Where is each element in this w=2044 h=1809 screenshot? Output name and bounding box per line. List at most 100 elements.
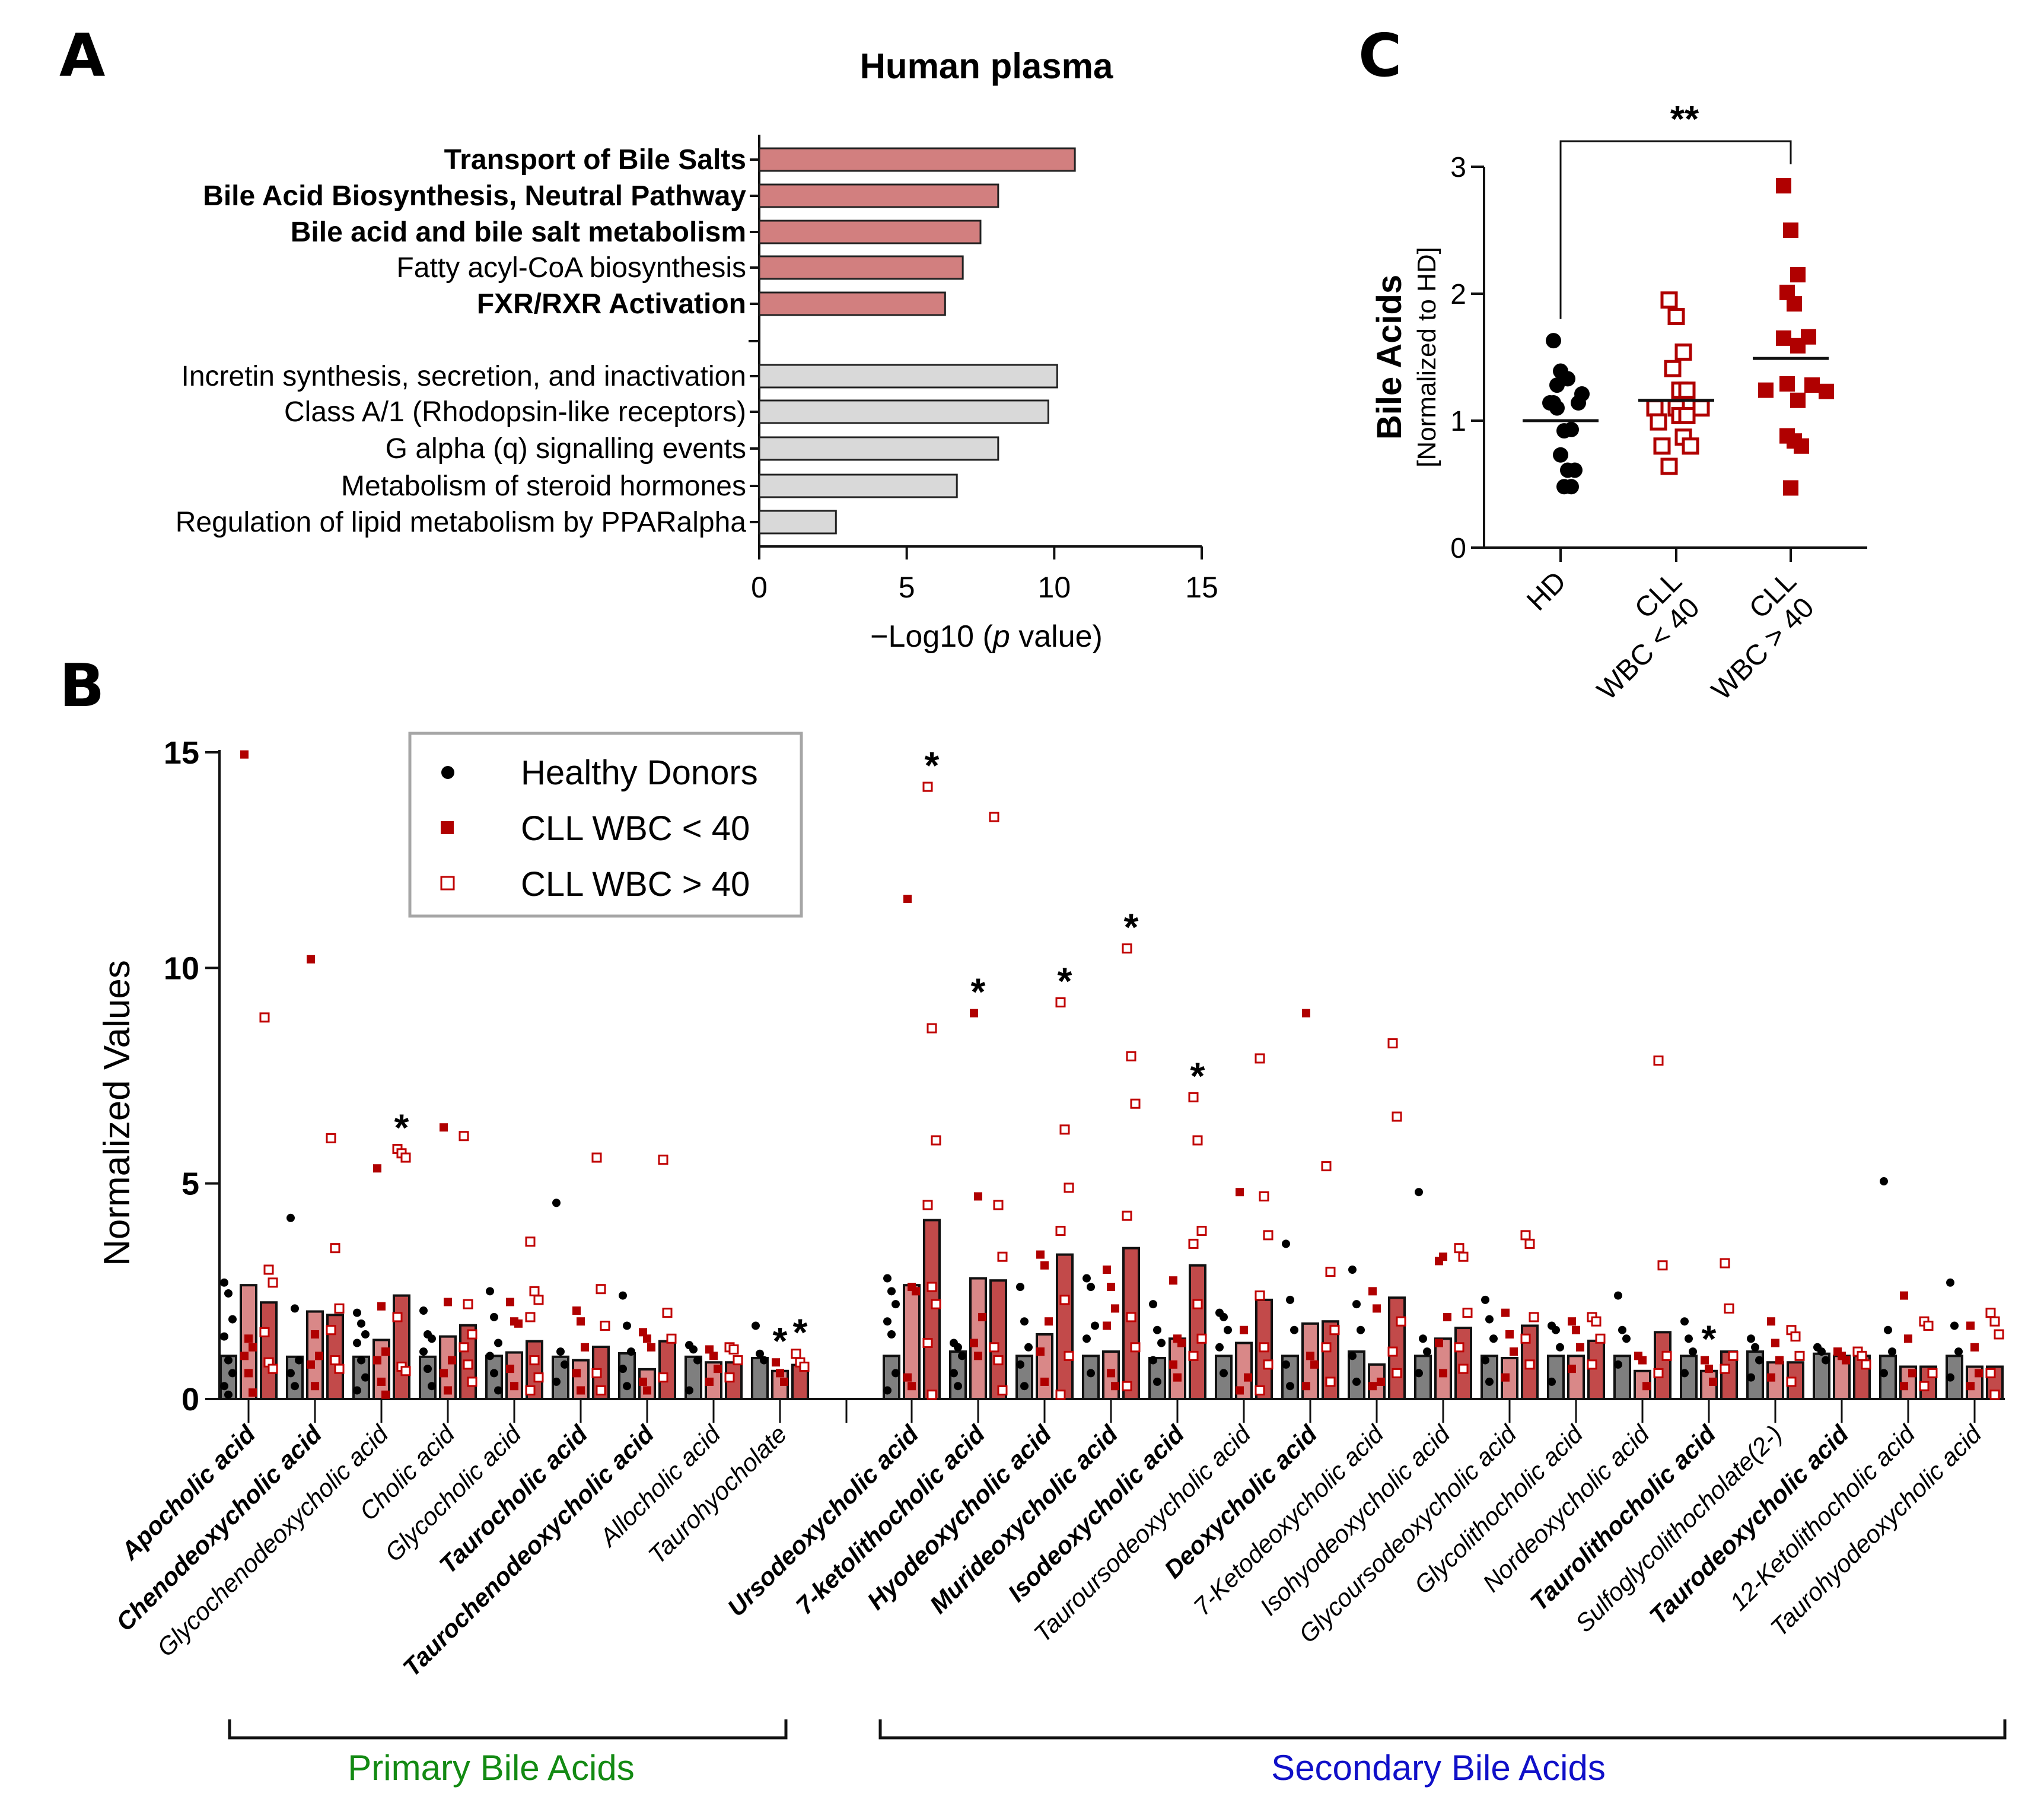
category-cholic-acid: Cholic acid [354,1123,477,1526]
point-lt40 [577,1386,585,1395]
point-gt40 [1919,1381,1930,1391]
point-hd [1091,1321,1099,1330]
point-gt40 [728,1344,739,1355]
point-gt40 [268,1363,278,1374]
bar-lt40 [1567,1355,1585,1400]
category-label: Bile acid and bile salt metabolism [291,217,746,248]
point-gt40 [1122,1210,1132,1221]
point-gt40 [334,1303,345,1314]
point-hd [220,1332,228,1341]
point-cll-gt40 [1758,382,1774,398]
point-hd [1489,1334,1498,1343]
category-label: Bile Acid Biosynthesis, Neutral Pathway [203,180,746,212]
point-lt40 [1638,1356,1647,1365]
point-hd [1751,1343,1759,1352]
point-lt40 [377,1377,386,1386]
point-gt40 [1653,1055,1664,1066]
point-gt40 [1720,1258,1730,1268]
bar-hd [751,1356,769,1400]
point-lt40 [1107,1369,1115,1378]
point-lt40 [772,1358,780,1367]
point-gt40 [533,1372,544,1383]
point-hd [419,1306,428,1315]
point-gt40 [1458,1251,1469,1262]
point-lt40 [1036,1250,1045,1259]
point-lt40 [1377,1377,1385,1386]
point-hd [1149,1356,1157,1365]
point-gt40 [1591,1316,1602,1327]
point-lt40 [1103,1266,1111,1274]
point-hd [1950,1321,1959,1330]
point-gt40 [459,1342,469,1353]
point-hd [1946,1373,1954,1382]
x-category-label: HD [1521,565,1572,616]
point-hd [1747,1373,1755,1382]
point-gt40 [591,1368,602,1378]
y-tick-label: 5 [182,1166,199,1202]
bar-gt40 [260,1301,278,1400]
bar-lt40 [1434,1337,1452,1400]
point-hd [1215,1343,1224,1352]
bar-hd [618,1352,636,1401]
point-hd [1087,1369,1095,1378]
bar-g-alpha-q-signalling-events [758,436,999,461]
significance-star: * [925,744,940,787]
point-gt40 [922,1338,933,1349]
panel-a-x-axis-label: −Log10 (p value) [870,619,1103,654]
point-lt40 [1302,1382,1310,1391]
point-gt40 [591,1152,602,1163]
panel-c-scatter-chart: Bile Acids [Normalized to HD] ** 0 1 2 3 HD C… [1370,99,1867,706]
point-gt40 [931,1135,941,1146]
y-tick-label: 3 [1450,152,1466,183]
point-gt40 [1462,1308,1473,1318]
point-lt40 [572,1369,581,1378]
point-cll-lt40 [1678,381,1696,399]
point-lt40 [639,1328,647,1337]
point-cll-lt40 [1660,457,1678,475]
point-gt40 [259,1012,270,1023]
category-taurochenodeoxycholic-acid: Taurochenodeoxycholic acid [397,1155,677,1682]
point-lt40 [1103,1321,1111,1330]
point-gt40 [1126,1312,1136,1322]
point-hd [958,1352,966,1360]
point-gt40 [1329,1325,1340,1336]
y-tick-label: 0 [182,1382,199,1417]
point-gt40 [1188,1238,1199,1249]
point-lt40 [1040,1377,1049,1386]
point-cll-gt40 [1804,377,1820,393]
point-lt40 [1904,1334,1912,1343]
point-lt40 [377,1302,386,1311]
point-hd [1880,1369,1888,1378]
point-hd [1153,1325,1161,1334]
y-tick-label: 0 [1450,533,1466,564]
point-gt40 [1720,1363,1730,1374]
point-hd [295,1356,303,1365]
x-tick-label: 15 [1185,571,1218,604]
bar-hd [1879,1355,1897,1400]
legend-healthy-donors: Healthy Donors [521,754,758,792]
point-hd [1548,1377,1556,1386]
point-lt40 [1767,1317,1775,1326]
point-hd [419,1347,428,1356]
point-hd [357,1319,365,1328]
point-gt40 [525,1385,536,1395]
point-hd [1352,1377,1361,1386]
point-lt40 [639,1377,647,1386]
point-gt40 [993,1200,1004,1210]
panel-c-y-axis-label: Bile Acids [1370,275,1409,440]
point-gt40 [467,1329,477,1340]
point-gt40 [1454,1342,1464,1353]
bar-lt40 [1036,1333,1053,1400]
point-lt40 [373,1356,381,1365]
point-lt40 [1966,1321,1975,1330]
point-gt40 [1387,1346,1398,1357]
point-hd [1884,1325,1892,1334]
point-gt40 [1055,1390,1066,1400]
point-gt40 [1196,1226,1207,1236]
point-hd [552,1198,561,1207]
point-gt40 [525,1312,536,1322]
point-lt40 [510,1382,518,1391]
point-hd [752,1321,760,1330]
point-lt40 [577,1317,585,1326]
